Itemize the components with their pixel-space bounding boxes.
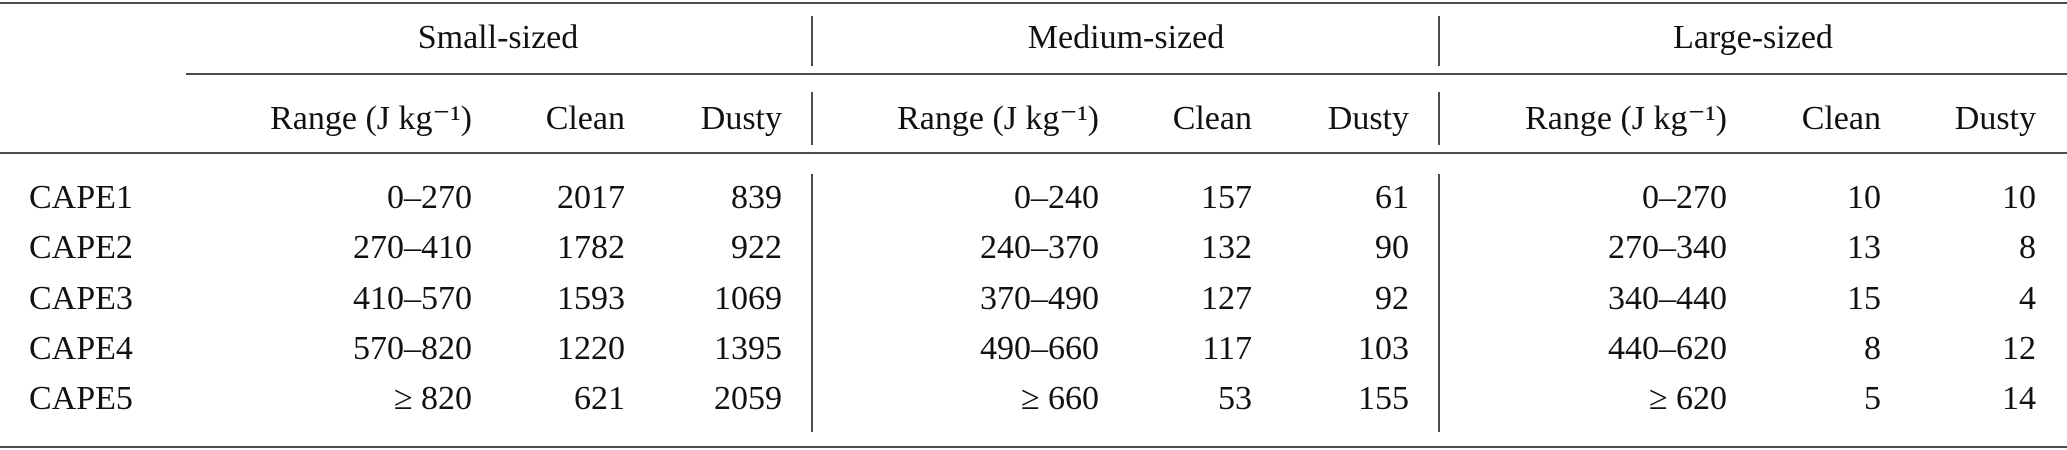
cell: 0–270 <box>1642 179 1727 216</box>
cell: 370–490 <box>980 280 1099 317</box>
cell: 440–620 <box>1608 330 1727 367</box>
row-label: CAPE5 <box>29 380 133 417</box>
cell: 53 <box>1218 380 1252 417</box>
group-header: Large-sized <box>1673 19 1833 56</box>
row-label: CAPE2 <box>29 229 133 266</box>
cell: 61 <box>1375 179 1409 216</box>
column-header: Clean <box>1173 100 1252 137</box>
cell: ≥ 820 <box>394 380 472 417</box>
column-header: Range (J kg⁻¹) <box>897 100 1099 137</box>
cell: 10 <box>2002 179 2036 216</box>
cell: 270–340 <box>1608 229 1727 266</box>
cell: 0–270 <box>387 179 472 216</box>
group-header: Medium-sized <box>1028 19 1224 56</box>
cell: 5 <box>1864 380 1881 417</box>
cell: 12 <box>2002 330 2036 367</box>
cell: 2059 <box>714 380 782 417</box>
cell: 103 <box>1358 330 1409 367</box>
row-label: CAPE3 <box>29 280 133 317</box>
cell: 4 <box>2019 280 2036 317</box>
column-header: Dusty <box>1328 100 1409 137</box>
column-header: Clean <box>1802 100 1881 137</box>
cell: 2017 <box>557 179 625 216</box>
cell: 621 <box>574 380 625 417</box>
cell: 0–240 <box>1014 179 1099 216</box>
cell: 1593 <box>557 280 625 317</box>
cell: 90 <box>1375 229 1409 266</box>
cell: 570–820 <box>353 330 472 367</box>
cell: 132 <box>1201 229 1252 266</box>
cell: ≥ 660 <box>1021 380 1099 417</box>
cell: 1069 <box>714 280 782 317</box>
cell: 92 <box>1375 280 1409 317</box>
cell: 8 <box>2019 229 2036 266</box>
cell: 14 <box>2002 380 2036 417</box>
cell: 270–410 <box>353 229 472 266</box>
column-separators <box>811 16 1440 432</box>
row-label: CAPE1 <box>29 179 133 216</box>
cell: 839 <box>731 179 782 216</box>
cell: 922 <box>731 229 782 266</box>
cell: 13 <box>1847 229 1881 266</box>
cell: ≥ 620 <box>1649 380 1727 417</box>
cell: 15 <box>1847 280 1881 317</box>
column-header: Dusty <box>1955 100 2036 137</box>
cell: 10 <box>1847 179 1881 216</box>
cell: 1782 <box>557 229 625 266</box>
cell: 155 <box>1358 380 1409 417</box>
cell: 1395 <box>714 330 782 367</box>
column-header: Dusty <box>701 100 782 137</box>
cell: 490–660 <box>980 330 1099 367</box>
cell: 410–570 <box>353 280 472 317</box>
cell: 8 <box>1864 330 1881 367</box>
column-header: Range (J kg⁻¹) <box>1525 100 1727 137</box>
cell: 240–370 <box>980 229 1099 266</box>
cell: 157 <box>1201 179 1252 216</box>
column-header: Clean <box>546 100 625 137</box>
cell: 117 <box>1202 330 1252 367</box>
column-header: Range (J kg⁻¹) <box>270 100 472 137</box>
group-header: Small-sized <box>418 19 579 56</box>
cell: 1220 <box>557 330 625 367</box>
cell: 127 <box>1201 280 1252 317</box>
row-label: CAPE4 <box>29 330 133 367</box>
cell: 340–440 <box>1608 280 1727 317</box>
